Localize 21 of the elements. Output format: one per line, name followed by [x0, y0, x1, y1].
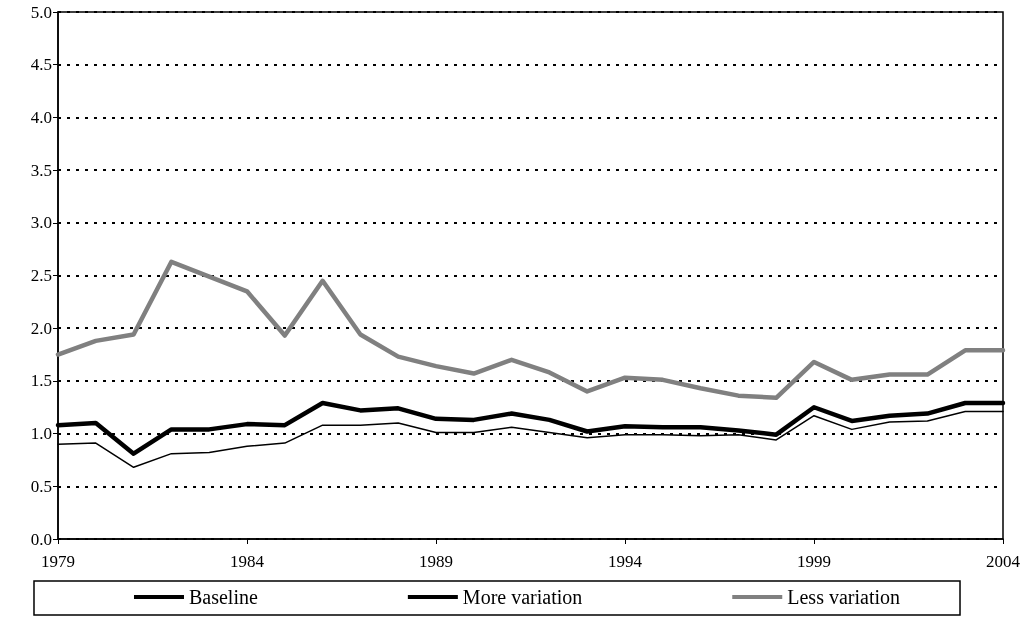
y-tick-label: 3.5	[30, 160, 52, 180]
y-tick-label: 2.5	[30, 266, 52, 285]
line-series	[55, 259, 1006, 401]
legend-label: More variation	[462, 586, 583, 608]
x-tick-label: 1999	[797, 552, 831, 571]
x-tick-label: 1989	[419, 552, 453, 571]
x-tick-label: 1994	[608, 552, 643, 571]
legend-label: Less variation	[787, 586, 901, 608]
legend-label: Baseline	[188, 586, 258, 608]
y-tick-label: 1.0	[30, 424, 52, 444]
y-tick-label: 4.5	[30, 55, 52, 75]
x-tick-label: 1984	[230, 552, 265, 571]
y-tick-label: 0.5	[30, 476, 52, 496]
x-tick-label: 1979	[41, 552, 75, 571]
y-tick-label: 5.0	[30, 2, 52, 22]
y-tick-label: 3.0	[30, 213, 52, 233]
y-tick-label: 4.0	[30, 107, 52, 127]
y-tick-label: 1.5	[30, 371, 52, 391]
y-tick-label: 2.0	[30, 318, 52, 338]
x-tick-label: 2004	[986, 552, 1021, 571]
y-tick-label: 0.0	[30, 529, 52, 549]
